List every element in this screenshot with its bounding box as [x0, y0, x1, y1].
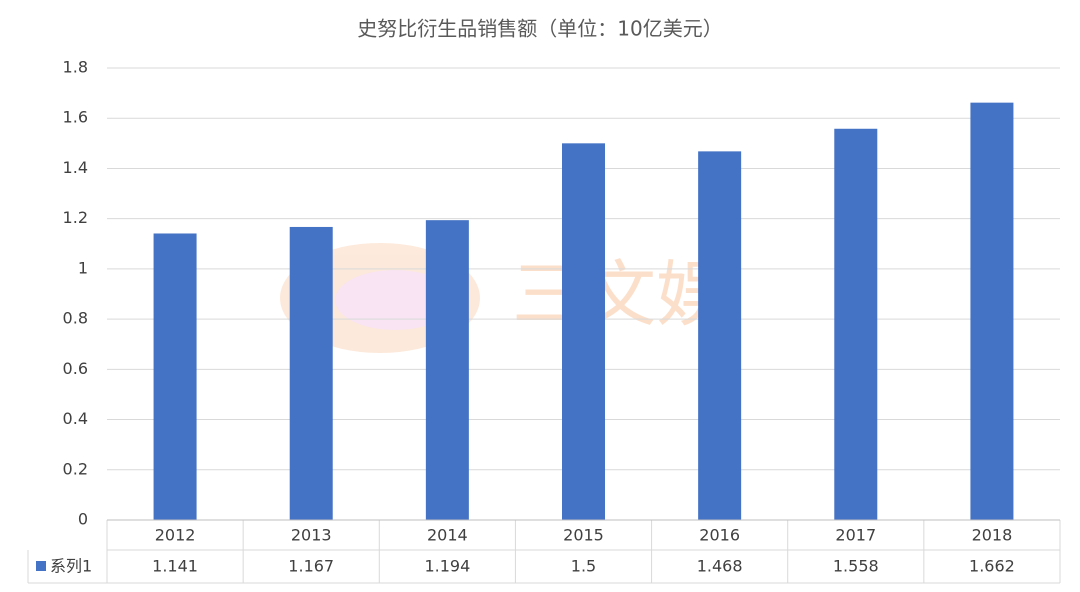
x-tick-label: 2017 [835, 526, 876, 545]
y-tick-label: 1 [78, 258, 88, 277]
table-value: 1.468 [697, 557, 743, 576]
table-value: 1.194 [424, 557, 470, 576]
table-value: 1.167 [288, 557, 334, 576]
bar [289, 226, 333, 520]
y-tick-label: 0.4 [63, 409, 88, 428]
watermark: 三文娱 [512, 253, 728, 337]
y-tick-label: 1.4 [63, 158, 88, 177]
x-tick-label: 2015 [563, 526, 604, 545]
bar [834, 128, 878, 520]
x-tick-label: 2012 [155, 526, 196, 545]
bar [698, 151, 742, 520]
legend-swatch [36, 561, 46, 571]
y-tick-label: 1.2 [63, 208, 88, 227]
bar [153, 233, 197, 520]
y-tick-label: 1.6 [63, 108, 88, 127]
bar [562, 143, 605, 521]
y-tick-label: 0.8 [63, 309, 88, 328]
bar [970, 102, 1014, 521]
y-tick-label: 0 [78, 510, 88, 529]
table-value: 1.141 [152, 557, 198, 576]
y-tick-label: 0.6 [63, 359, 88, 378]
y-tick-label: 1.8 [63, 58, 88, 77]
x-tick-label: 2016 [699, 526, 740, 545]
table-value: 1.662 [969, 557, 1015, 576]
bar [425, 220, 469, 520]
y-tick-label: 0.2 [63, 459, 88, 478]
x-tick-label: 2018 [972, 526, 1013, 545]
chart-title: 史努比衍生品销售额（单位：10亿美元） [357, 17, 722, 41]
table-value: 1.5 [571, 557, 596, 576]
table-value: 1.558 [833, 557, 879, 576]
x-tick-label: 2013 [291, 526, 332, 545]
legend-label: 系列1 [50, 557, 92, 576]
x-tick-label: 2014 [427, 526, 468, 545]
